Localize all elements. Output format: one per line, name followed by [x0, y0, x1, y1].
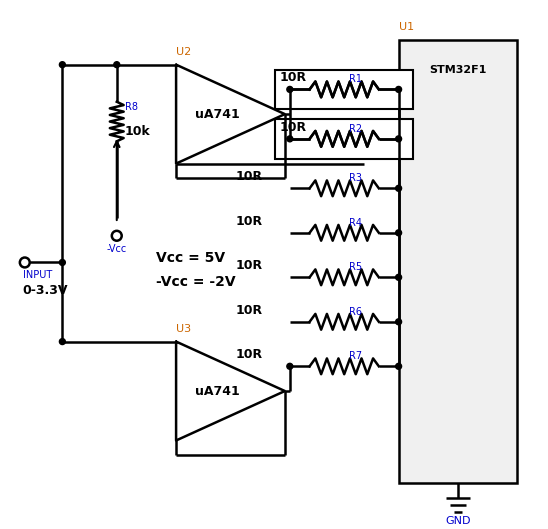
Text: -Vcc: -Vcc — [107, 244, 127, 254]
Text: 10R: 10R — [236, 349, 262, 361]
Text: R3: R3 — [349, 174, 362, 184]
Circle shape — [396, 363, 402, 369]
Text: 10R: 10R — [236, 259, 262, 272]
Text: U3: U3 — [176, 324, 191, 334]
Circle shape — [114, 62, 119, 68]
Text: uA741: uA741 — [195, 385, 240, 397]
Text: U1: U1 — [398, 22, 414, 32]
FancyBboxPatch shape — [275, 70, 413, 109]
Text: 0-3.3V: 0-3.3V — [23, 284, 68, 297]
Text: 10R: 10R — [280, 121, 307, 134]
Circle shape — [396, 319, 402, 325]
Text: U2: U2 — [176, 47, 191, 57]
Text: R1: R1 — [349, 75, 362, 85]
Text: STM32F1: STM32F1 — [429, 65, 487, 75]
Text: 10R: 10R — [236, 304, 262, 317]
Circle shape — [287, 136, 293, 142]
Circle shape — [59, 260, 65, 266]
Circle shape — [59, 62, 65, 68]
Text: R4: R4 — [349, 218, 362, 228]
Text: R7: R7 — [349, 351, 362, 361]
Text: 10R: 10R — [236, 215, 262, 228]
Text: R2: R2 — [349, 124, 362, 134]
Text: GND: GND — [445, 516, 471, 526]
Text: R5: R5 — [349, 262, 362, 272]
Text: R6: R6 — [349, 307, 362, 317]
Text: 10R: 10R — [280, 71, 307, 85]
Text: 10k: 10k — [124, 125, 150, 138]
Text: Vcc = 5V: Vcc = 5V — [156, 251, 225, 264]
Circle shape — [396, 136, 402, 142]
Circle shape — [287, 86, 293, 93]
Circle shape — [396, 275, 402, 280]
Circle shape — [287, 363, 293, 369]
Text: -Vcc = -2V: -Vcc = -2V — [156, 275, 236, 289]
Circle shape — [396, 185, 402, 191]
FancyBboxPatch shape — [275, 119, 413, 159]
FancyBboxPatch shape — [398, 40, 517, 483]
Text: uA741: uA741 — [195, 107, 240, 121]
Circle shape — [396, 230, 402, 236]
Text: R8: R8 — [124, 102, 138, 112]
Text: INPUT: INPUT — [23, 270, 52, 280]
Circle shape — [396, 86, 402, 93]
Circle shape — [59, 339, 65, 344]
Text: 10R: 10R — [236, 170, 262, 184]
